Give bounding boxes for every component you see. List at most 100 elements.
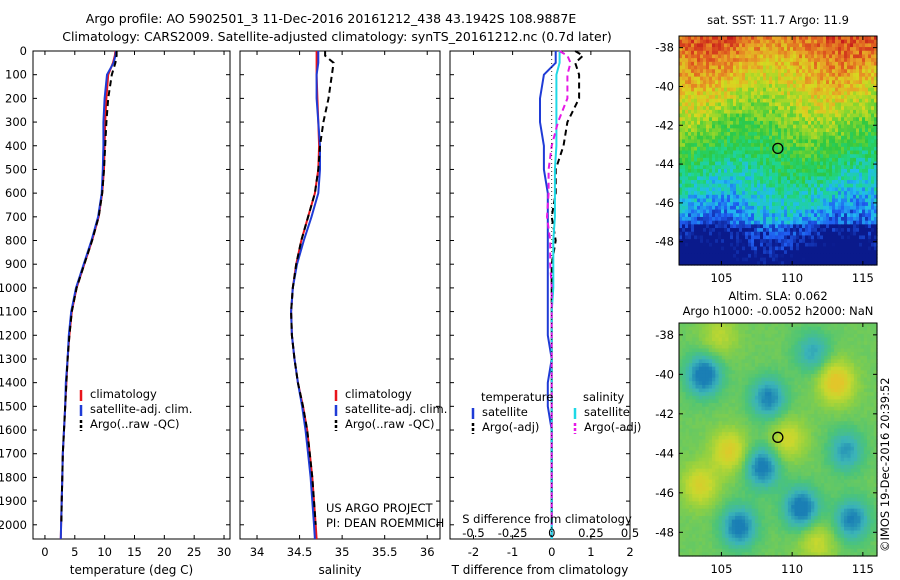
map-cell <box>730 98 734 104</box>
map-cell <box>840 348 845 353</box>
map-cell <box>682 69 686 74</box>
map-cell <box>745 80 749 85</box>
map-cell <box>727 43 731 48</box>
map-cell <box>748 54 752 59</box>
map-cell <box>705 333 710 339</box>
map-cell <box>838 239 842 244</box>
map-cell <box>847 330 852 335</box>
map-cell <box>748 191 752 196</box>
map-cell <box>844 198 848 203</box>
map-cell <box>832 76 836 81</box>
map-cell <box>784 209 788 214</box>
map-cell <box>694 58 698 63</box>
map-cell <box>853 128 857 133</box>
map-cell <box>778 326 782 331</box>
map-cell <box>694 220 698 225</box>
map-cell <box>844 106 848 111</box>
map-cell <box>853 102 857 107</box>
map-cell <box>808 246 812 251</box>
x-tick-label: 20 <box>157 545 172 559</box>
map-cell <box>840 355 845 361</box>
map-cell <box>745 39 749 44</box>
map-cell <box>724 161 728 166</box>
map-cell <box>709 235 713 240</box>
map-cell <box>742 220 746 225</box>
map-cell <box>742 47 746 52</box>
map-cell <box>757 194 761 200</box>
map-cell <box>688 43 692 48</box>
map-cell <box>709 209 713 214</box>
map-cell <box>688 326 693 331</box>
map-cell <box>865 132 869 137</box>
map-cell <box>733 209 737 214</box>
map-cell <box>824 330 829 335</box>
map-cell <box>697 135 701 141</box>
map-cell <box>814 91 818 96</box>
map-cell <box>757 150 761 155</box>
map-cell <box>679 39 683 44</box>
map-cell <box>871 84 875 89</box>
map-cell <box>868 246 872 251</box>
map-cell <box>703 187 707 192</box>
map-cell <box>841 61 845 67</box>
map-cell <box>856 246 860 251</box>
map-cell <box>721 337 726 342</box>
map-cell <box>679 205 683 211</box>
map-cell <box>733 47 737 52</box>
map-cell <box>764 330 769 335</box>
map-cell <box>727 235 731 240</box>
map-cell <box>865 54 869 59</box>
map-cell <box>850 341 855 346</box>
map-cell <box>865 213 869 218</box>
map-cell <box>778 132 782 137</box>
map-cell <box>808 109 812 115</box>
map-cell <box>718 235 722 240</box>
legend-label: Argo(-adj) <box>482 420 539 434</box>
map-cell <box>727 95 731 100</box>
map-cell <box>862 61 866 67</box>
map-cell <box>832 50 836 56</box>
map-cell <box>823 191 827 196</box>
map-cell <box>702 359 706 364</box>
map-cell <box>868 102 872 107</box>
map-cell <box>793 242 797 248</box>
map-cell <box>742 198 746 203</box>
map-cell <box>796 95 800 100</box>
map-cell <box>790 54 794 59</box>
map-cell <box>850 128 854 133</box>
map-cell <box>692 333 697 339</box>
map-cell <box>766 235 770 240</box>
map-cell <box>748 117 752 122</box>
map-cell <box>778 168 782 174</box>
map-cell <box>841 117 845 122</box>
map-cell <box>811 128 815 133</box>
map-cell <box>859 98 863 104</box>
map-cell <box>808 250 812 255</box>
map-cell <box>820 139 824 144</box>
map-cell <box>768 348 772 353</box>
map-cell <box>781 187 785 192</box>
map-cell <box>718 253 722 259</box>
map-cell <box>793 54 797 59</box>
map-cell <box>745 43 749 48</box>
map-cell <box>758 348 763 353</box>
map-cell <box>748 113 752 118</box>
y-tick-label: 200 <box>5 91 27 105</box>
map-cell <box>829 65 833 70</box>
map-cell <box>808 135 812 141</box>
map-cell <box>763 231 767 237</box>
map-cell <box>679 344 683 350</box>
map-cell <box>730 231 734 237</box>
map-cell <box>712 198 716 203</box>
map-cell <box>811 135 815 141</box>
x-tick-label: 5 <box>71 545 78 559</box>
map-cell <box>829 98 833 104</box>
map-cell <box>787 47 791 52</box>
map-cell <box>859 61 863 67</box>
map-cell <box>859 124 863 129</box>
map-cell <box>739 128 743 133</box>
map-cell <box>724 235 728 240</box>
map-cell <box>709 109 713 115</box>
map-cell <box>705 348 710 353</box>
map-cell <box>761 348 766 353</box>
